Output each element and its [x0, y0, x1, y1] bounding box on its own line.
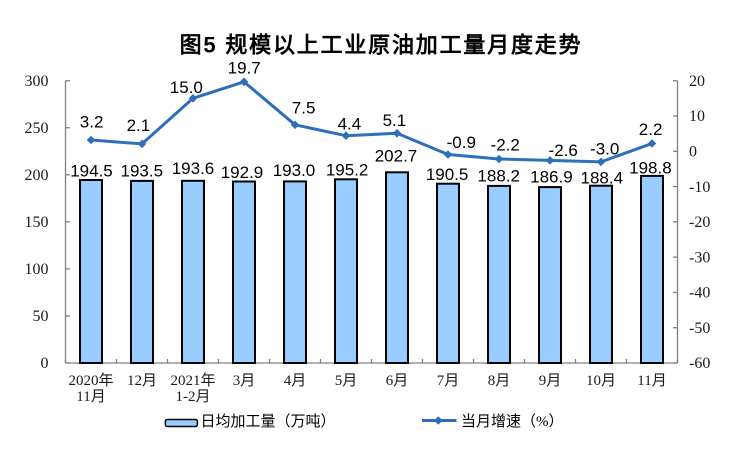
svg-text:-20: -20 — [689, 214, 710, 231]
svg-text:19.7: 19.7 — [228, 59, 261, 78]
svg-text:0: 0 — [689, 144, 697, 161]
svg-text:-50: -50 — [689, 320, 710, 337]
svg-text:202.7: 202.7 — [375, 146, 418, 165]
svg-text:193.6: 193.6 — [172, 159, 215, 178]
svg-text:5.1: 5.1 — [383, 111, 407, 130]
svg-text:10月: 10月 — [586, 373, 616, 389]
svg-text:188.4: 188.4 — [581, 169, 624, 188]
svg-text:188.2: 188.2 — [477, 167, 520, 186]
svg-text:7.5: 7.5 — [292, 99, 316, 118]
svg-text:1-2月: 1-2月 — [176, 389, 211, 405]
svg-text:7月: 7月 — [437, 373, 460, 389]
svg-text:193.0: 193.0 — [273, 161, 316, 180]
svg-text:-3.0: -3.0 — [590, 140, 619, 159]
svg-text:-10: -10 — [689, 179, 710, 196]
svg-text:8月: 8月 — [488, 373, 511, 389]
svg-text:20: 20 — [689, 73, 705, 90]
svg-text:-0.9: -0.9 — [447, 133, 476, 152]
svg-text:50: 50 — [33, 308, 49, 325]
svg-text:2.2: 2.2 — [639, 120, 663, 139]
svg-text:192.9: 192.9 — [221, 163, 264, 182]
svg-text:193.5: 193.5 — [121, 162, 164, 181]
svg-text:198.8: 198.8 — [629, 159, 672, 178]
svg-text:6月: 6月 — [386, 373, 409, 389]
svg-text:10: 10 — [689, 108, 705, 125]
svg-text:-40: -40 — [689, 285, 710, 302]
svg-text:300: 300 — [25, 73, 49, 90]
svg-text:图5 规模以上工业原油加工量月度走势: 图5 规模以上工业原油加工量月度走势 — [180, 33, 583, 58]
svg-text:11月: 11月 — [637, 373, 666, 389]
svg-text:2020年: 2020年 — [68, 372, 113, 389]
svg-text:200: 200 — [25, 167, 49, 184]
svg-text:2.1: 2.1 — [127, 116, 151, 135]
svg-text:186.9: 186.9 — [530, 168, 573, 187]
svg-text:12月: 12月 — [127, 373, 157, 389]
svg-text:0: 0 — [41, 355, 49, 372]
svg-text:日均加工量（万吨）: 日均加工量（万吨） — [201, 413, 336, 430]
svg-text:15.0: 15.0 — [170, 78, 203, 97]
svg-text:-2.2: -2.2 — [491, 136, 520, 155]
svg-text:4.4: 4.4 — [338, 115, 362, 134]
svg-text:3月: 3月 — [233, 373, 256, 389]
svg-text:2021年: 2021年 — [170, 372, 215, 389]
svg-text:100: 100 — [25, 261, 49, 278]
svg-text:9月: 9月 — [539, 373, 562, 389]
svg-text:190.5: 190.5 — [426, 165, 469, 184]
svg-text:5月: 5月 — [335, 373, 358, 389]
svg-text:-30: -30 — [689, 249, 710, 266]
svg-text:4月: 4月 — [284, 373, 307, 389]
svg-text:150: 150 — [25, 214, 49, 231]
svg-text:3.2: 3.2 — [80, 113, 104, 132]
svg-text:-60: -60 — [689, 355, 710, 372]
svg-text:11月: 11月 — [76, 389, 105, 405]
svg-text:当月增速（%）: 当月增速（%） — [461, 413, 564, 430]
svg-text:194.5: 194.5 — [70, 162, 113, 181]
svg-text:250: 250 — [25, 120, 49, 137]
svg-text:195.2: 195.2 — [326, 161, 369, 180]
svg-text:-2.6: -2.6 — [549, 141, 578, 160]
